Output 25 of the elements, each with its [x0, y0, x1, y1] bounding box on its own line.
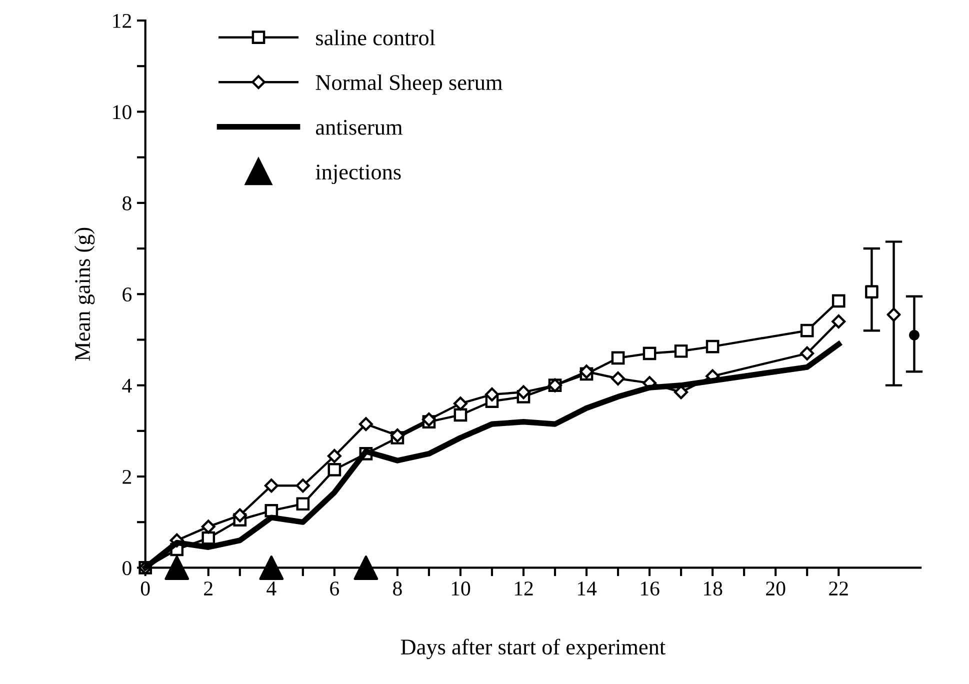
x-tick-label: 10	[452, 582, 470, 596]
y-tick-label: 0	[122, 561, 132, 576]
x-tick-label: 14	[578, 582, 597, 596]
y-tick-label: 8	[122, 196, 132, 210]
y-tick-label: 12	[113, 14, 132, 28]
x-tick-label: 18	[704, 582, 722, 596]
x-tick-label: 22	[829, 582, 848, 596]
x-tick-label: 8	[393, 582, 402, 596]
legend-label: Normal Sheep serum	[316, 74, 502, 95]
x-tick-label: 4	[266, 582, 276, 596]
x-tick-label: 12	[514, 582, 533, 596]
x-tick-label: 20	[766, 582, 786, 596]
x-tick-label: 0	[140, 582, 150, 596]
x-axis-title: Days after start of experiment	[400, 638, 666, 660]
y-tick-label: 4	[122, 378, 132, 393]
y-tick-label: 2	[122, 470, 132, 484]
legend-label: injections	[316, 164, 401, 184]
legend-label: antiserum	[316, 120, 402, 135]
x-tick-label: 2	[204, 582, 212, 596]
x-tick-label: 16	[640, 582, 660, 596]
y-tick-label: 10	[113, 105, 132, 120]
legend-label: saline control	[316, 30, 436, 46]
y-tick-label: 6	[122, 288, 132, 302]
y-axis-title: Mean gains (g)	[74, 228, 95, 361]
x-tick-label: 6	[330, 582, 340, 596]
